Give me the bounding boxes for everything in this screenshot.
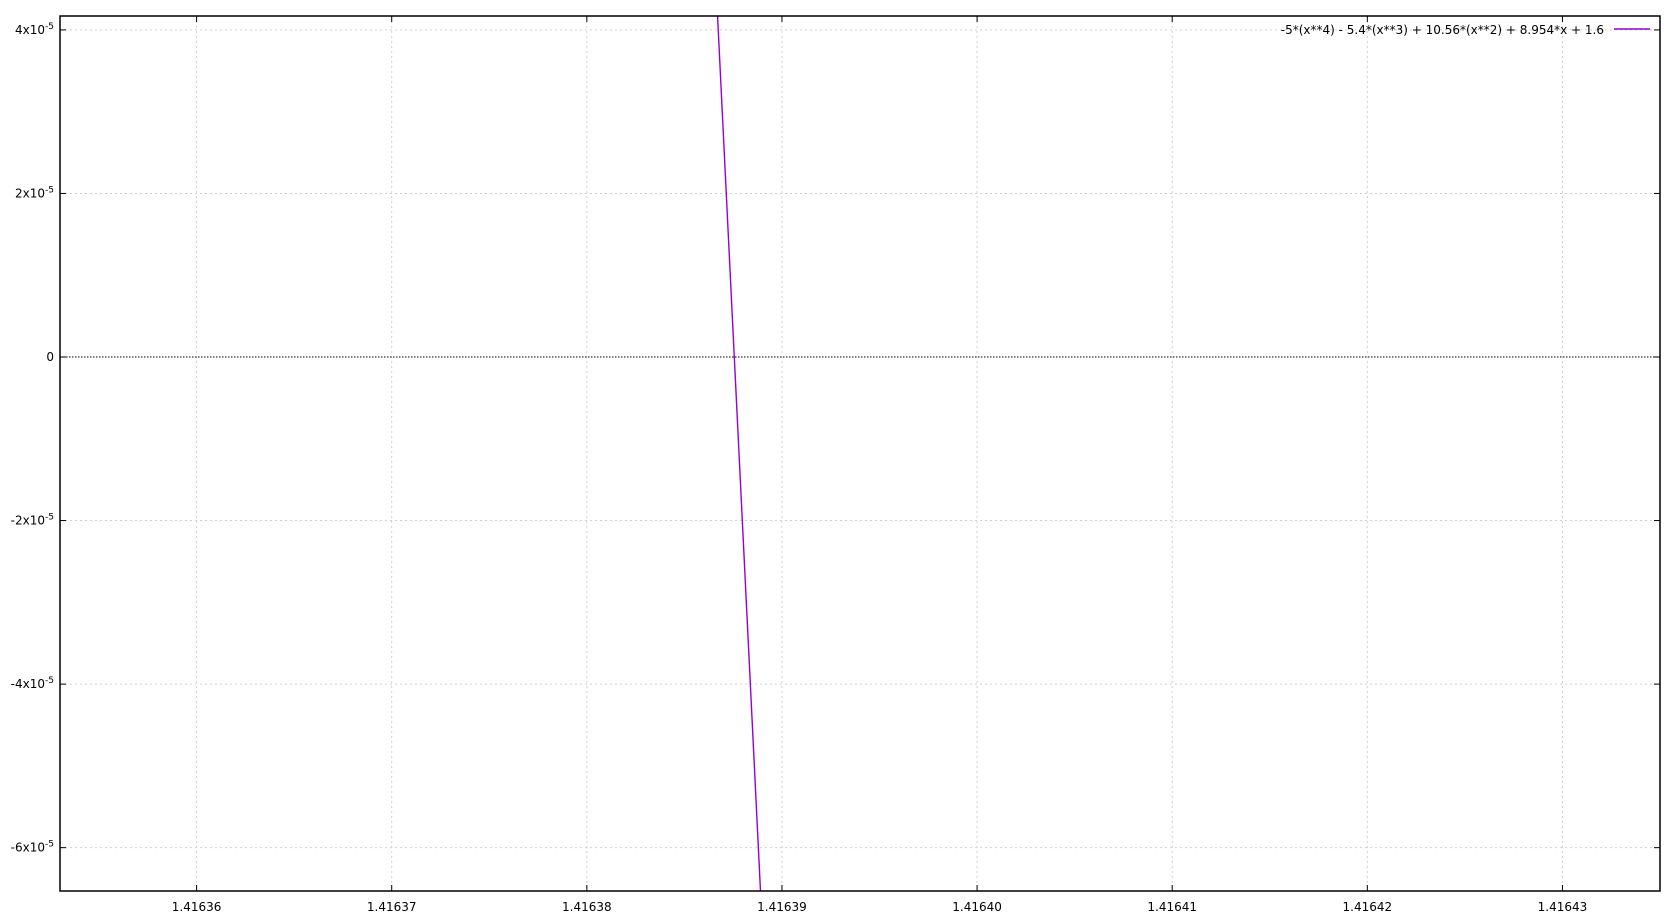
y-tick-mantissa: -2x10: [11, 514, 45, 528]
y-tick-exponent: -5: [45, 22, 54, 32]
tick-marks: [60, 16, 1660, 891]
y-tick-label: 2x10-5: [15, 185, 54, 200]
plot-area-border: [59, 15, 1661, 892]
y-tick-mantissa: 2x10: [15, 186, 45, 200]
x-tick-label: 1.41640: [952, 900, 1002, 914]
y-tick-label: -4x10-5: [11, 676, 54, 691]
x-tick-label: 1.41636: [172, 900, 222, 914]
y-tick-exponent: -5: [45, 676, 54, 686]
grid-lines: [60, 16, 1660, 891]
y-tick-label: -6x10-5: [11, 840, 54, 855]
y-tick-mantissa: 0: [46, 350, 54, 364]
series-line: [716, 15, 762, 892]
y-tick-label: 0: [46, 350, 54, 364]
x-tick-label: 1.41638: [562, 900, 612, 914]
y-tick-exponent: -5: [45, 185, 54, 195]
y-tick-label: -2x10-5: [11, 513, 54, 528]
y-tick-mantissa: -6x10: [11, 841, 45, 855]
y-tick-mantissa: 4x10: [15, 23, 45, 37]
y-tick-mantissa: -4x10: [11, 677, 45, 691]
legend: -5*(x**4) - 5.4*(x**3) + 10.56*(x**2) + …: [1281, 23, 1650, 37]
series-layer: [716, 15, 762, 892]
y-tick-exponent: -5: [45, 513, 54, 523]
x-tick-label: 1.41637: [367, 900, 417, 914]
y-tick-label: 4x10-5: [15, 22, 54, 37]
x-tick-label: 1.41639: [757, 900, 807, 914]
x-tick-labels: 1.41636 1.41637 1.41638 1.41639 1.41640 1.416…: [172, 900, 1587, 914]
y-tick-exponent: -5: [45, 840, 54, 850]
x-tick-label: 1.41642: [1343, 900, 1393, 914]
x-tick-label: 1.41641: [1147, 900, 1197, 914]
legend-label: -5*(x**4) - 5.4*(x**3) + 10.56*(x**2) + …: [1281, 23, 1604, 37]
x-tick-label: 1.41643: [1538, 900, 1588, 914]
